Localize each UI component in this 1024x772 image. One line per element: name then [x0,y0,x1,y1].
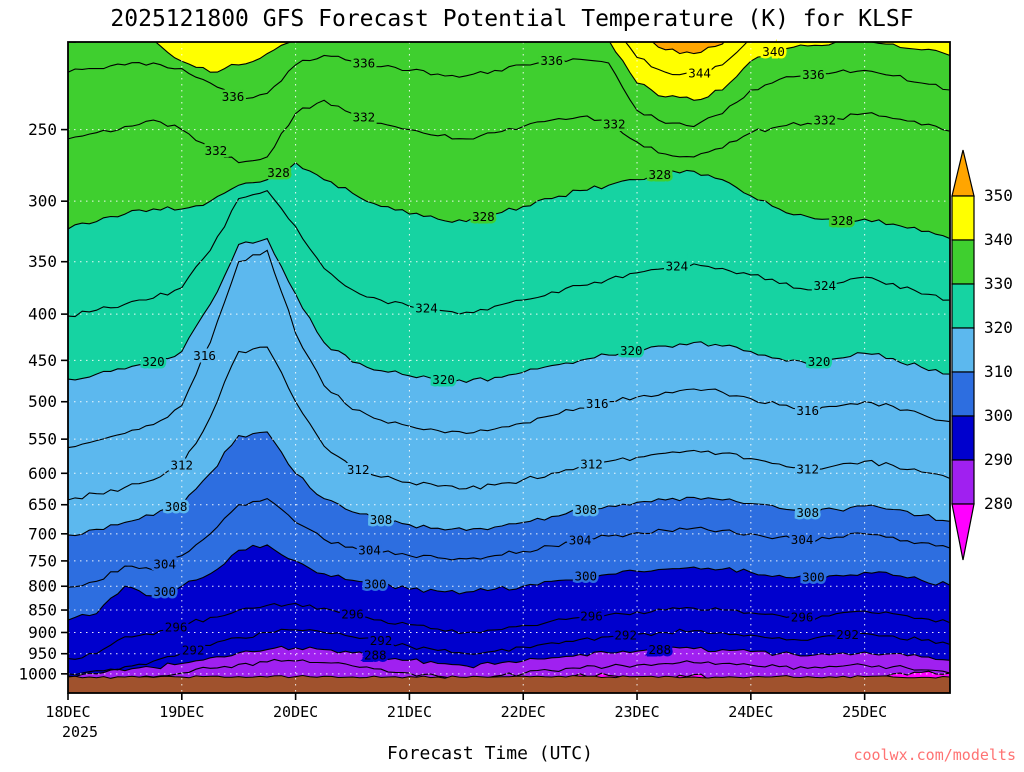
svg-text:600: 600 [28,464,57,483]
gridlines [68,42,950,693]
svg-text:336: 336 [802,67,825,82]
svg-text:22DEC: 22DEC [501,703,546,721]
svg-text:292: 292 [614,627,637,642]
watermark-link[interactable]: coolwx.com/modelts [853,746,1016,764]
svg-text:300: 300 [364,576,387,591]
svg-text:316: 316 [796,403,819,418]
contour-line-labels: 344 340 336 336 336 336 332 332 332 332 328 328 328 3… [140,42,862,665]
svg-text:320: 320 [432,372,455,387]
axes: 250 300 350 400 450 500 550 600 650 700 750 800 850 9… [18,120,887,741]
svg-text:400: 400 [28,305,57,324]
svg-text:950: 950 [28,644,57,663]
svg-text:316: 316 [193,348,216,363]
svg-text:550: 550 [28,430,57,449]
svg-text:344: 344 [688,66,711,81]
svg-text:336: 336 [353,55,376,70]
svg-text:308: 308 [165,499,188,514]
svg-text:316: 316 [586,396,609,411]
svg-text:340: 340 [762,44,785,59]
svg-text:308: 308 [575,502,598,517]
svg-text:300: 300 [28,192,57,211]
colorbar: 350 340 330 320 310 300 290 280 [951,149,1013,561]
svg-text:300: 300 [984,406,1013,425]
svg-text:328: 328 [831,213,854,228]
svg-text:340: 340 [984,230,1013,249]
svg-text:900: 900 [28,623,57,642]
svg-text:296: 296 [165,620,188,635]
svg-text:292: 292 [182,642,205,657]
svg-text:18DEC: 18DEC [45,703,90,721]
svg-text:288: 288 [364,648,387,663]
svg-text:23DEC: 23DEC [614,703,659,721]
svg-text:20DEC: 20DEC [273,703,318,721]
x-axis-title: Forecast Time (UTC) [387,743,593,764]
svg-text:500: 500 [28,392,57,411]
svg-text:332: 332 [205,143,228,158]
svg-text:328: 328 [472,209,495,224]
svg-text:304: 304 [153,556,176,571]
svg-text:300: 300 [802,570,825,585]
svg-text:800: 800 [28,577,57,596]
svg-text:296: 296 [791,610,814,625]
svg-text:288: 288 [649,642,672,657]
svg-text:320: 320 [620,343,643,358]
svg-text:312: 312 [796,461,819,476]
svg-text:850: 850 [28,601,57,620]
svg-text:292: 292 [836,627,859,642]
svg-text:250: 250 [28,120,57,139]
svg-text:296: 296 [580,608,603,623]
svg-text:336: 336 [540,53,563,68]
svg-text:332: 332 [353,110,376,125]
svg-text:296: 296 [341,607,364,622]
svg-text:304: 304 [569,533,592,548]
svg-text:280: 280 [984,494,1013,513]
svg-text:2025: 2025 [62,723,98,741]
svg-text:350: 350 [28,252,57,271]
svg-text:310: 310 [984,362,1013,381]
svg-text:308: 308 [796,505,819,520]
svg-text:21DEC: 21DEC [387,703,432,721]
svg-text:304: 304 [358,542,381,557]
svg-text:324: 324 [415,301,438,316]
svg-text:336: 336 [222,89,245,104]
svg-text:300: 300 [575,569,598,584]
svg-text:320: 320 [808,354,831,369]
page-title: 2025121800 GFS Forecast Potential Temper… [110,6,914,32]
svg-text:320: 320 [142,354,165,369]
svg-text:330: 330 [984,274,1013,293]
svg-text:304: 304 [791,532,814,547]
svg-text:312: 312 [580,457,603,472]
svg-text:308: 308 [370,512,393,527]
svg-text:332: 332 [814,112,837,127]
ground-surface [68,674,950,693]
svg-text:650: 650 [28,495,57,514]
svg-text:25DEC: 25DEC [842,703,887,721]
svg-text:332: 332 [603,117,626,132]
svg-text:328: 328 [649,167,672,182]
plot-frame [67,41,951,694]
svg-text:700: 700 [28,524,57,543]
svg-text:324: 324 [814,278,837,293]
svg-text:290: 290 [984,450,1013,469]
svg-text:300: 300 [153,584,176,599]
svg-text:750: 750 [28,551,57,570]
svg-text:450: 450 [28,351,57,370]
svg-text:24DEC: 24DEC [728,703,773,721]
svg-text:1000: 1000 [18,664,57,683]
svg-text:328: 328 [267,165,290,180]
svg-text:350: 350 [984,186,1013,205]
svg-text:312: 312 [171,457,194,472]
svg-text:292: 292 [370,633,393,648]
svg-text:312: 312 [347,462,370,477]
svg-text:324: 324 [666,259,689,274]
svg-text:19DEC: 19DEC [159,703,204,721]
svg-text:320: 320 [984,318,1013,337]
